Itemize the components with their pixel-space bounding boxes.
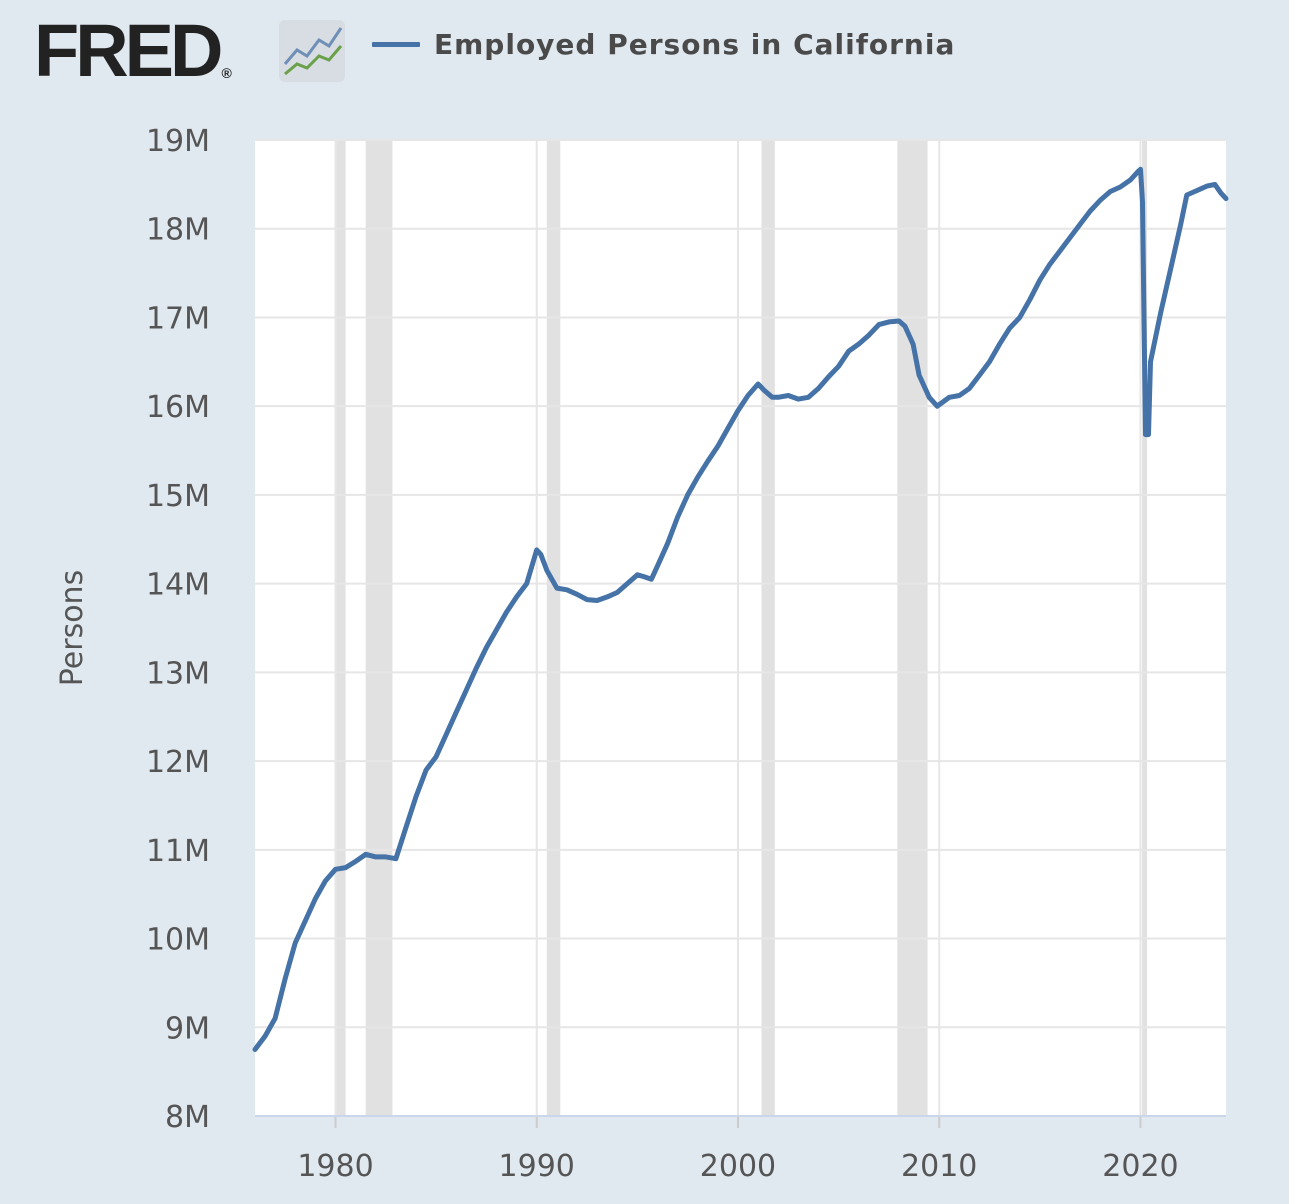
fred-logo[interactable]: FRED ® <box>34 14 232 88</box>
x-tick-label-4: 2020 <box>1102 1149 1178 1184</box>
chart-legend: Employed Persons in California <box>372 28 955 61</box>
y-tick-label-5: 13M <box>146 656 210 691</box>
y-tick-label-2: 10M <box>146 923 210 958</box>
legend-swatch <box>372 42 420 47</box>
y-tick-label-6: 14M <box>146 568 210 603</box>
recession-band-4 <box>897 140 928 1116</box>
recession-band-0 <box>335 140 346 1116</box>
fred-chart-icon <box>279 20 345 82</box>
fred-logo-registered-mark: ® <box>221 65 232 81</box>
recession-band-3 <box>761 140 775 1116</box>
y-tick-label-11: 19M <box>146 124 210 159</box>
y-tick-label-4: 12M <box>146 745 210 780</box>
y-tick-label-1: 9M <box>165 1011 210 1046</box>
plot-area <box>255 140 1226 1116</box>
x-tick-label-2: 2000 <box>700 1149 776 1184</box>
x-tick-label-0: 1980 <box>297 1149 373 1184</box>
fred-logo-wordmark: FRED <box>34 9 223 92</box>
y-tick-label-3: 11M <box>146 834 210 869</box>
legend-series-label: Employed Persons in California <box>434 28 956 61</box>
y-tick-label-8: 16M <box>146 390 210 425</box>
y-tick-label-9: 17M <box>146 301 210 336</box>
recession-band-5 <box>1142 140 1148 1116</box>
x-tick-label-1: 1990 <box>499 1149 575 1184</box>
y-axis-label: Persons <box>55 570 90 686</box>
x-tick-label-3: 2010 <box>901 1149 977 1184</box>
series-line-0 <box>252 166 1229 1052</box>
recession-band-2 <box>546 140 561 1116</box>
recession-band-1 <box>365 140 393 1116</box>
y-tick-label-10: 18M <box>146 213 210 248</box>
y-tick-label-7: 15M <box>146 479 210 514</box>
y-tick-label-0: 8M <box>165 1100 210 1135</box>
